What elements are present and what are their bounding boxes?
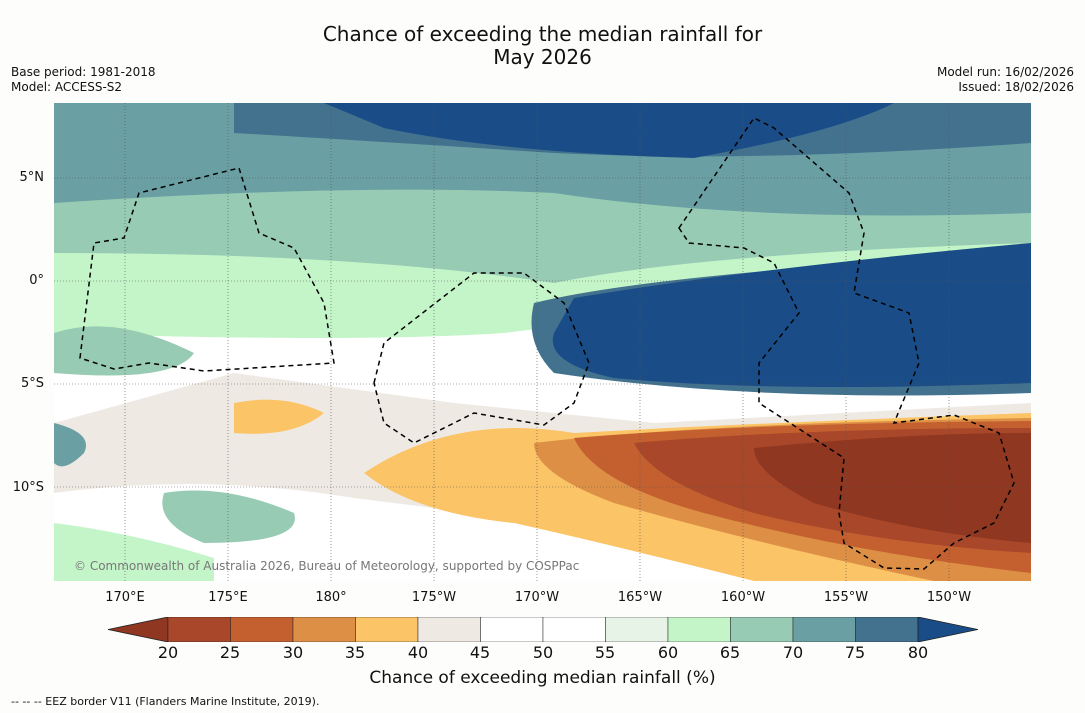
issued-date: Issued: 18/02/2026	[958, 80, 1074, 94]
y-tick-5s: 5°S	[20, 376, 44, 391]
pocket-teal-sw	[54, 423, 86, 467]
eez-borders	[79, 117, 1015, 570]
y-tick-0: 0°	[29, 273, 44, 288]
colorbar-seg-75	[855, 617, 919, 642]
colorbar-label-50: 50	[532, 643, 554, 662]
colorbar-seg-60	[667, 617, 731, 642]
x-tick-175w: 175°W	[411, 590, 457, 605]
x-tick-170e: 170°E	[105, 590, 145, 605]
colorbar-seg-45	[480, 617, 544, 642]
colorbar-left-arrow	[108, 617, 169, 642]
colorbar-label-25: 25	[219, 643, 241, 662]
pocket-green-sw	[54, 326, 194, 376]
colorbar-label-60: 60	[657, 643, 679, 662]
colorbar-seg-65	[730, 617, 794, 642]
base-period: Base period: 1981-2018	[11, 65, 156, 79]
x-tick-165w: 165°W	[617, 590, 663, 605]
colorbar	[108, 617, 978, 642]
y-tick-5n: 5°N	[19, 170, 45, 185]
copyright-text: © Commonwealth of Australia 2026, Bureau…	[74, 559, 579, 573]
pocket-green-s2	[54, 523, 214, 581]
band-navy-north	[324, 103, 894, 158]
gridlines	[54, 103, 1031, 581]
x-tick-170w: 170°W	[514, 590, 560, 605]
x-tick-175e: 175°E	[208, 590, 248, 605]
colorbar-label-40: 40	[407, 643, 429, 662]
x-tick-150w: 150°W	[926, 590, 972, 605]
colorbar-seg-30	[292, 617, 356, 642]
colorbar-label-30: 30	[282, 643, 304, 662]
colorbar-seg-50	[542, 617, 606, 642]
eez-legend: -- -- -- EEZ border V11 (Flanders Marine…	[11, 695, 320, 708]
colorbar-seg-40	[417, 617, 481, 642]
colorbar-seg-25	[230, 617, 294, 642]
chart-subtitle: May 2026	[493, 45, 592, 69]
colorbar-seg-35	[355, 617, 419, 642]
chart-title: Chance of exceeding the median rainfall …	[322, 22, 763, 46]
x-tick-180: 180°	[315, 590, 347, 605]
band-navy-core	[552, 243, 1031, 387]
colorbar-label-20: 20	[157, 643, 179, 662]
pocket-yellow	[234, 399, 324, 434]
colorbar-label-35: 35	[344, 643, 366, 662]
rainfall-map: © Commonwealth of Australia 2026, Bureau…	[54, 103, 1031, 581]
colorbar-label-45: 45	[469, 643, 491, 662]
colorbar-label-65: 65	[719, 643, 741, 662]
y-tick-10s: 10°S	[12, 480, 44, 495]
colorbar-label-55: 55	[594, 643, 616, 662]
colorbar-label-70: 70	[782, 643, 804, 662]
colorbar-label-80: 80	[907, 643, 929, 662]
colorbar-title: Chance of exceeding median rainfall (%)	[369, 668, 716, 688]
colorbar-seg-20	[167, 617, 231, 642]
band-brown-dark	[754, 433, 1031, 543]
x-tick-155w: 155°W	[823, 590, 869, 605]
x-tick-160w: 160°W	[720, 590, 766, 605]
colorbar-label-75: 75	[844, 643, 866, 662]
model-name: Model: ACCESS-S2	[11, 80, 123, 94]
colorbar-right-arrow	[917, 617, 978, 642]
model-run: Model run: 16/02/2026	[936, 65, 1074, 79]
colorbar-seg-70	[792, 617, 856, 642]
colorbar-seg-55	[605, 617, 669, 642]
pocket-green-s	[162, 490, 295, 543]
